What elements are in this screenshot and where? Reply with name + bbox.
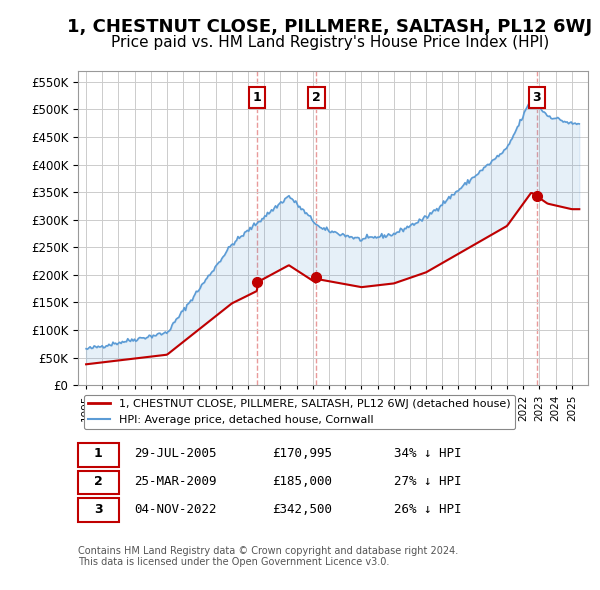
Text: 1: 1 xyxy=(94,447,103,460)
Text: £185,000: £185,000 xyxy=(272,475,332,488)
Text: 29-JUL-2005: 29-JUL-2005 xyxy=(134,447,217,460)
Text: 1: 1 xyxy=(253,91,262,104)
FancyBboxPatch shape xyxy=(78,443,119,467)
Text: 2: 2 xyxy=(94,475,103,488)
Text: 25-MAR-2009: 25-MAR-2009 xyxy=(134,475,217,488)
FancyBboxPatch shape xyxy=(78,499,119,522)
Text: 1, CHESTNUT CLOSE, PILLMERE, SALTASH, PL12 6WJ: 1, CHESTNUT CLOSE, PILLMERE, SALTASH, PL… xyxy=(67,18,593,35)
Text: Contains HM Land Registry data © Crown copyright and database right 2024.
This d: Contains HM Land Registry data © Crown c… xyxy=(78,546,458,568)
Text: £342,500: £342,500 xyxy=(272,503,332,516)
Legend: 1, CHESTNUT CLOSE, PILLMERE, SALTASH, PL12 6WJ (detached house), HPI: Average pr: 1, CHESTNUT CLOSE, PILLMERE, SALTASH, PL… xyxy=(83,395,515,430)
Text: 04-NOV-2022: 04-NOV-2022 xyxy=(134,503,217,516)
Text: 3: 3 xyxy=(533,91,541,104)
Text: 3: 3 xyxy=(94,503,103,516)
Text: 26% ↓ HPI: 26% ↓ HPI xyxy=(394,503,462,516)
Text: £170,995: £170,995 xyxy=(272,447,332,460)
Text: 2: 2 xyxy=(312,91,321,104)
FancyBboxPatch shape xyxy=(78,471,119,494)
Text: Price paid vs. HM Land Registry's House Price Index (HPI): Price paid vs. HM Land Registry's House … xyxy=(111,35,549,50)
Text: 34% ↓ HPI: 34% ↓ HPI xyxy=(394,447,462,460)
Text: 27% ↓ HPI: 27% ↓ HPI xyxy=(394,475,462,488)
